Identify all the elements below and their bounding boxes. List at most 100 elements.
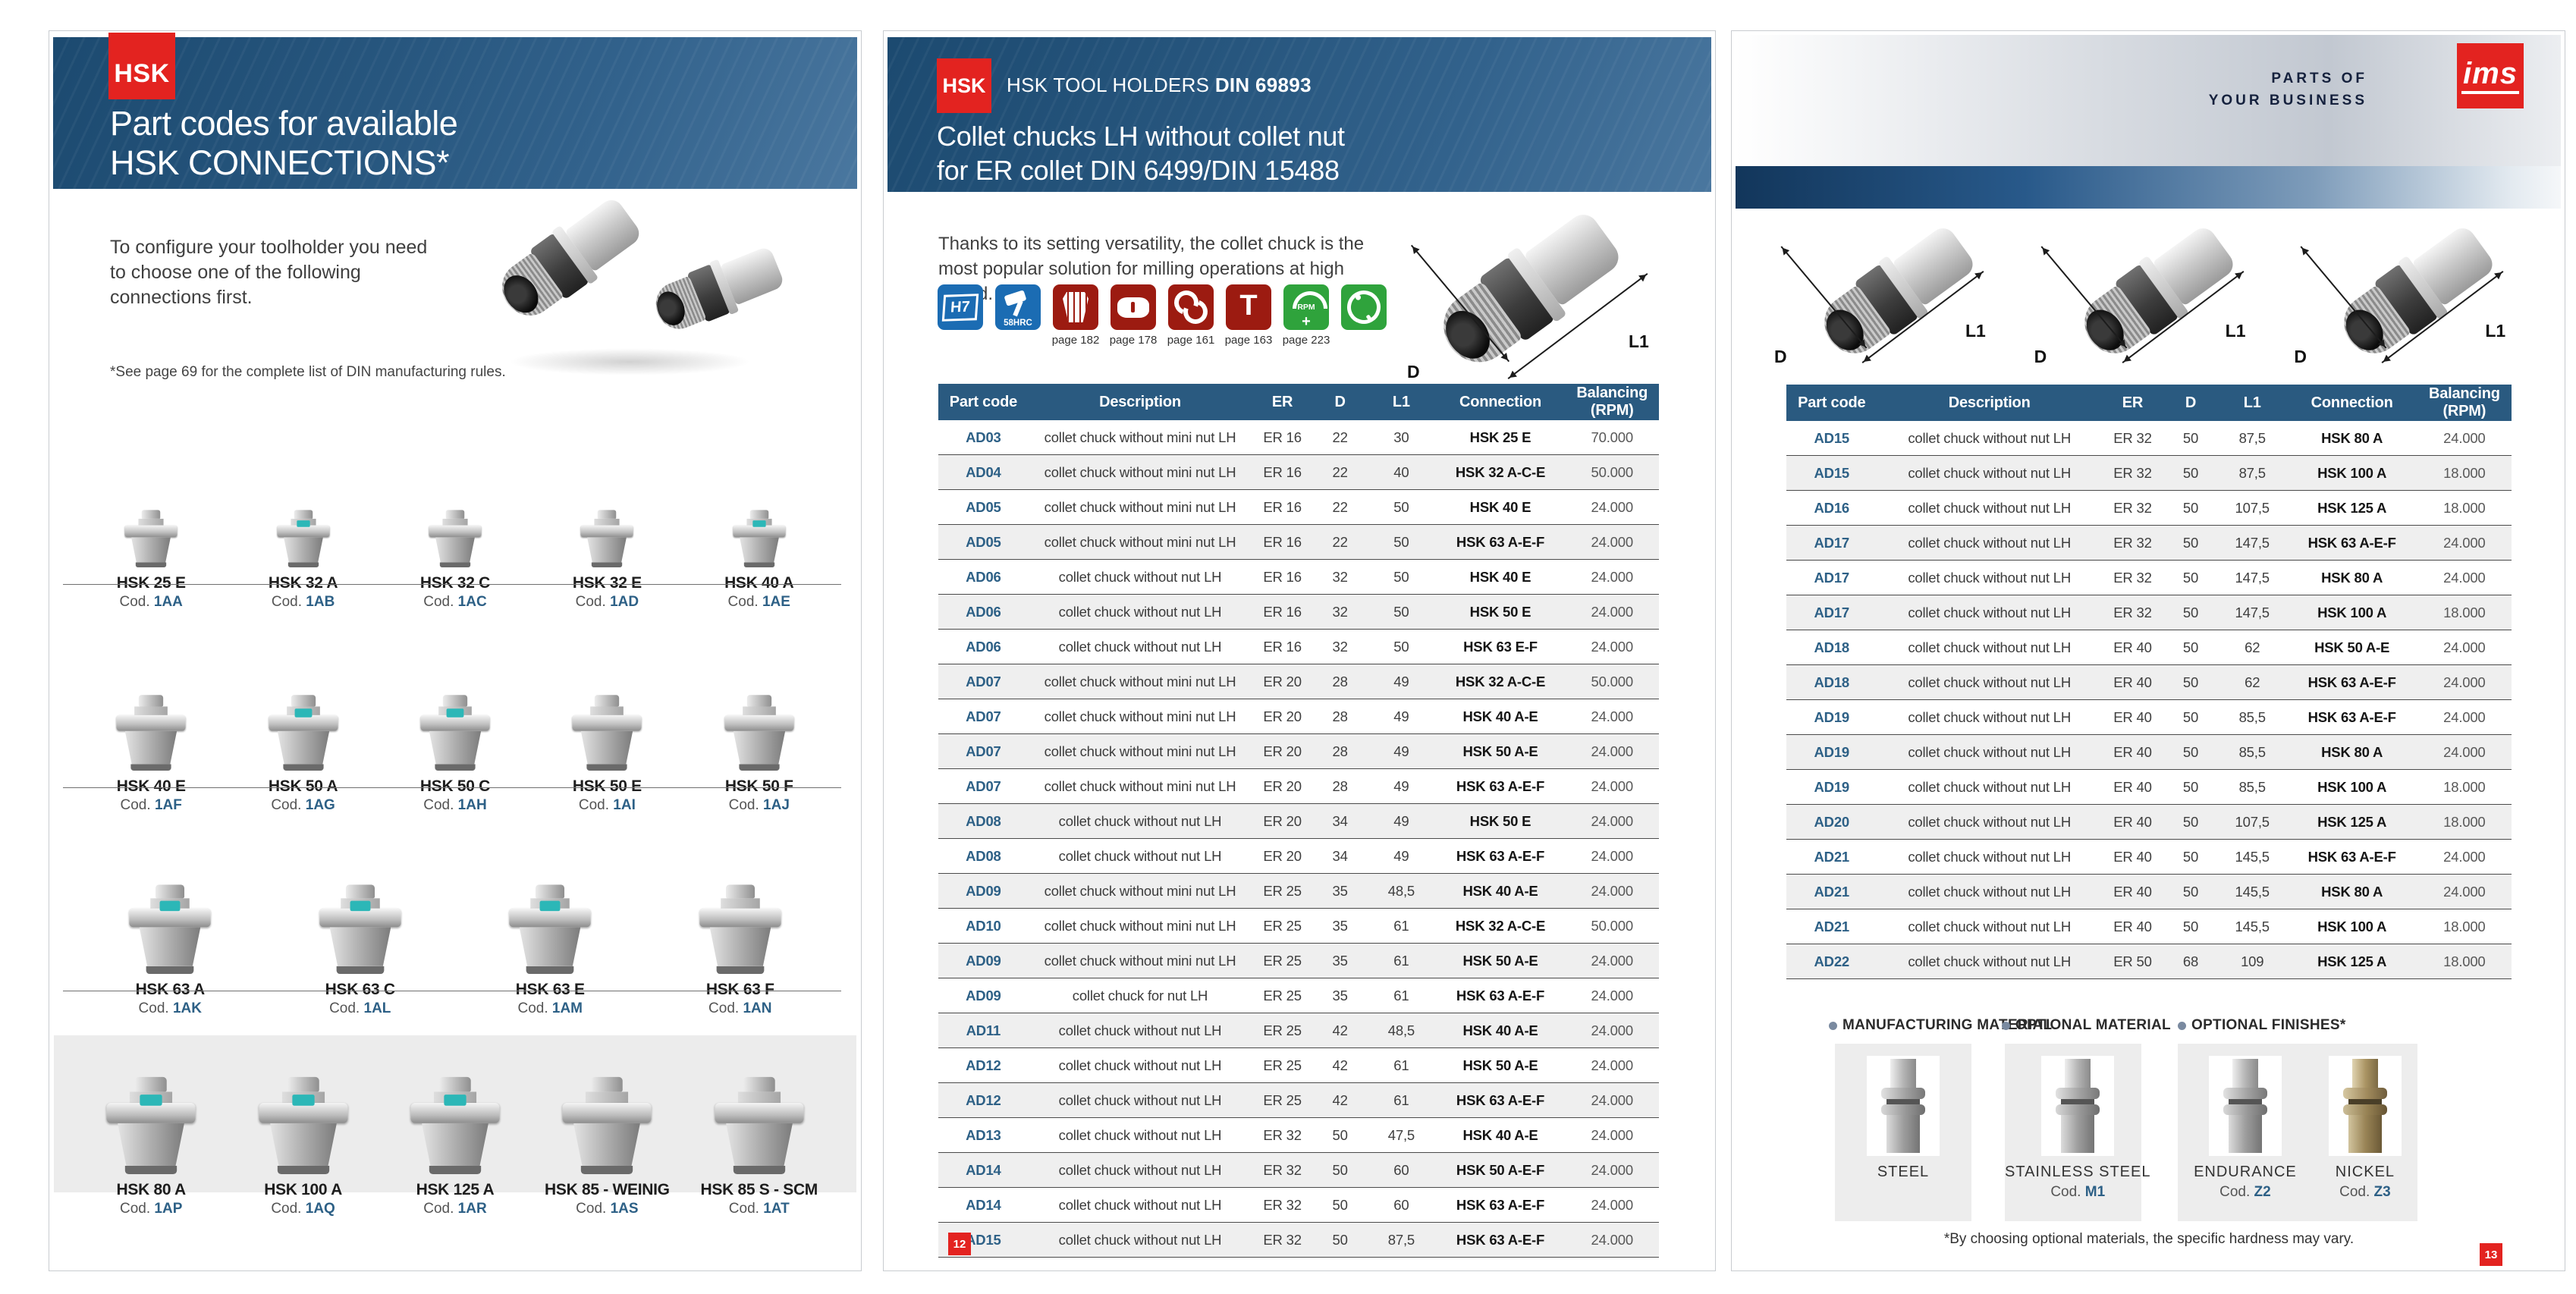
table-cell: 50 [1393,533,1409,550]
material-code: Cod. Z2 [2219,1184,2271,1200]
connection-photo [116,695,186,771]
table-cell: 68 [2182,953,2199,969]
tagline-line: PARTS OF [2271,71,2367,86]
connection-name: HSK 63 E [515,981,585,998]
table-cell: 24.000 [2443,708,2486,725]
table-cell: 70.000 [1591,429,1634,445]
table-cell: 85,5 [2238,743,2266,760]
table-cell: 35 [1332,882,1348,899]
table-cell: 42 [1332,1022,1348,1038]
table-cell: 24.000 [2443,429,2486,446]
kicker-text: HSK TOOL HOLDERS [1007,74,1210,96]
column-header: L1 [1367,384,1436,420]
table-cell: collet chuck without nut LH [1908,429,2072,446]
table-row: AD17 collet chuck without nut LH ER 32 50 14… [1786,525,2512,561]
table-cell: 50 [2182,534,2199,551]
table-cell: collet chuck without nut LH [1908,918,2072,934]
column-header: ER [1252,384,1313,420]
connection-item: HSK 85 - WEINIG Cod. 1AS [535,1045,679,1217]
table-cell: 61 [1393,917,1409,934]
connection-name: HSK 40 E [116,777,186,795]
table-cell: ER 32 [2113,534,2152,551]
table-row: AD19 collet chuck without nut LH ER 40 50 85… [1786,770,2512,805]
blue-fade-strip [1736,166,2561,209]
table-cell: 50.000 [1591,673,1634,689]
table-cell: 50 [1332,1231,1348,1248]
table-cell: AD07 [966,777,1001,794]
table-cell: 40 [1393,463,1409,480]
column-header: Description [1028,384,1252,420]
material-label: STAINLESS STEEL [2005,1164,2151,1180]
table-cell: AD21 [1814,883,1850,900]
balancing-icon [1341,284,1387,330]
table-cell: collet chuck without nut LH [1058,1022,1222,1038]
table-cell: ER 16 [1263,463,1302,480]
table-cell: AD07 [966,708,1001,724]
connection-name: HSK 32 E [572,574,642,592]
row-divider [63,584,841,585]
table-cell: 50.000 [1591,463,1634,480]
table-cell: 61 [1393,1091,1409,1108]
bullet-icon [1829,1021,1837,1030]
table-cell: collet chuck without nut LH [1058,638,1222,655]
connection-name: HSK 85 - WEINIG [545,1181,670,1198]
table-row: AD09 collet chuck for nut LH ER 25 35 61 HSK … [938,978,1659,1013]
table-cell: 24.000 [2443,534,2486,551]
icon-page-ref: page 182 [1051,334,1100,347]
table-cell: ER 40 [2113,708,2152,725]
table-row: AD14 collet chuck without nut LH ER 32 50 60… [938,1188,1659,1223]
table-cell: ER 32 [1263,1196,1302,1213]
table-cell: AD12 [966,1091,1001,1108]
icon-page-ref: page 223 [1282,334,1330,347]
table-cell: 32 [1332,568,1348,585]
table-cell: collet chuck without nut LH [1908,813,2072,830]
manufacturing-material-header: MANUFACTURING MATERIAL [1829,1017,2052,1034]
connection-code: Cod. 1AN [708,1000,772,1016]
dimension-label-d: D [1407,362,1420,382]
connection-photo [259,1076,348,1174]
table-cell: ER 16 [1263,533,1302,550]
column-header: Part code [938,384,1029,420]
hsk-logo-text: HSK [114,59,170,88]
column-header: Balancing (RPM) [1565,384,1659,420]
table-cell: ER 40 [2113,883,2152,900]
dimension-label-l1: L1 [1965,321,1986,341]
table-row: AD09 collet chuck without mini nut LH ER 2… [938,943,1659,978]
icon-page-ref: page 163 [1224,334,1273,347]
table-cell: 22 [1332,498,1348,515]
material-box-steel: STEEL [1835,1044,1971,1221]
table-cell: 24.000 [1591,1196,1634,1213]
table-row: AD06 collet chuck without nut LH ER 16 32 50… [938,594,1659,630]
table-cell: AD22 [1814,953,1850,969]
clamping-slot [291,1095,315,1106]
table-cell: collet chuck without mini nut LH [1044,917,1236,934]
t-wrench-icon: T [1226,284,1271,330]
page-title: Part codes for available HSK CONNECTIONS* [110,104,458,183]
table-cell: ER 40 [2113,743,2152,760]
table-row: AD15 collet chuck without nut LH ER 32 50 87… [938,1222,1659,1258]
hsk-connector-photo [488,194,657,331]
materials-footnote: *By choosing optional materials, the spe… [1943,1231,2355,1247]
table-cell: HSK 100 A [2317,918,2387,934]
tagline-line: YOUR BUSINESS [2208,93,2367,108]
table-cell: ER 32 [2113,604,2152,620]
connection-code: Cod. 1AE [727,594,790,610]
connection-code: Cod. 1AT [728,1201,790,1217]
material-label: STEEL [1877,1164,1930,1180]
table-cell: collet chuck without mini nut LH [1044,777,1236,794]
table-cell: HSK 32 A-C-E [1455,917,1546,934]
table-cell: HSK 125 A [2317,813,2387,830]
table-cell: collet chuck for nut LH [1072,987,1208,1003]
table-cell: 35 [1332,987,1348,1003]
table-cell: 50 [1393,638,1409,655]
table-cell: ER 20 [1263,708,1302,724]
table-cell: AD17 [1814,534,1850,551]
table-cell: collet chuck without nut LH [1058,812,1222,829]
connection-photo [277,510,330,567]
table-cell: 24.000 [1591,1057,1634,1073]
connection-photo [410,1076,500,1174]
material-photo [2056,1059,2100,1153]
table-cell: collet chuck without nut LH [1908,883,2072,900]
bullet-icon [2002,1021,2010,1030]
table-cell: ER 32 [2113,499,2152,516]
